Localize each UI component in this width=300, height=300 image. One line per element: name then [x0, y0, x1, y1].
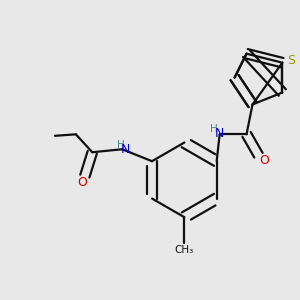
Text: O: O	[259, 154, 269, 167]
Text: O: O	[77, 176, 87, 189]
Text: S: S	[287, 54, 295, 67]
Text: H: H	[210, 124, 218, 134]
Text: N: N	[214, 127, 224, 140]
Text: N: N	[121, 143, 130, 156]
Text: H: H	[117, 140, 124, 150]
Text: CH₃: CH₃	[175, 245, 194, 255]
